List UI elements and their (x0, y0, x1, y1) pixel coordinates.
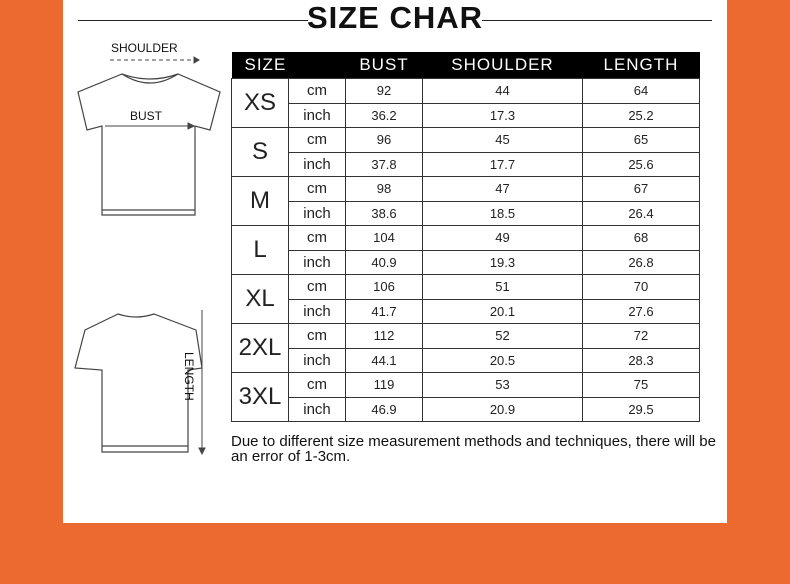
table-row: inch 41.7 20.1 27.6 (232, 298, 701, 324)
bust-label: BUST (130, 109, 163, 123)
header-length: LENGTH (582, 52, 700, 79)
unit-cell: cm (288, 372, 346, 398)
bust-cell: 112 (344, 323, 424, 349)
length-cell: 25.6 (581, 151, 701, 177)
length-cell: 75 (581, 372, 701, 398)
shoulder-cell: 44 (422, 78, 583, 104)
header-unit (288, 52, 346, 79)
shoulder-label: SHOULDER (111, 41, 178, 55)
bust-cell: 38.6 (344, 200, 424, 226)
length-cell: 25.2 (581, 102, 701, 128)
bust-cell: 46.9 (344, 396, 424, 422)
shoulder-cell: 20.9 (422, 396, 583, 422)
unit-cell: inch (288, 249, 346, 275)
bust-cell: 36.2 (344, 102, 424, 128)
unit-cell: inch (288, 298, 346, 324)
table-row: inch 44.1 20.5 28.3 (232, 347, 701, 373)
length-cell: 72 (581, 323, 701, 349)
unit-cell: inch (288, 151, 346, 177)
shoulder-cell: 20.1 (422, 298, 583, 324)
size-cell: XS (231, 78, 289, 128)
length-label: LENGTH (182, 352, 196, 401)
size-cell: 2XL (231, 323, 289, 373)
table-row: 3XL cm 119 53 75 (231, 372, 701, 422)
length-cell: 26.4 (581, 200, 701, 226)
title-divider-right (482, 20, 712, 21)
page-title: SIZE CHAR (306, 0, 484, 35)
bust-cell: 98 (344, 176, 424, 202)
shoulder-cell: 20.5 (422, 347, 583, 373)
table-row: 2XL cm 112 52 72 (231, 323, 701, 373)
size-table: SIZE BUST SHOULDER LENGTH XS cm 92 44 64 inch… (231, 52, 701, 422)
back-tshirt-icon (74, 313, 203, 453)
length-cell: 68 (581, 225, 701, 251)
shoulder-cell: 17.7 (422, 151, 583, 177)
table-row: inch 46.9 20.9 29.5 (232, 396, 701, 422)
size-cell: L (231, 225, 289, 275)
unit-cell: cm (288, 127, 346, 153)
bust-cell: 92 (344, 78, 424, 104)
bust-cell: 37.8 (344, 151, 424, 177)
table-row: inch 40.9 19.3 26.8 (232, 249, 701, 275)
unit-cell: inch (288, 200, 346, 226)
shoulder-arrow-icon (110, 56, 200, 64)
length-cell: 27.6 (581, 298, 701, 324)
shoulder-cell: 51 (422, 274, 583, 300)
shoulder-cell: 45 (422, 127, 583, 153)
header-bust: BUST (345, 52, 423, 79)
table-row: inch 36.2 17.3 25.2 (232, 102, 701, 128)
front-tshirt-icon (77, 73, 221, 216)
size-cell: 3XL (231, 372, 289, 422)
bust-cell: 119 (344, 372, 424, 398)
size-cell: M (231, 176, 289, 226)
length-cell: 26.8 (581, 249, 701, 275)
size-cell: XL (231, 274, 289, 324)
unit-cell: cm (288, 274, 346, 300)
tshirt-diagrams (74, 56, 221, 456)
shoulder-cell: 49 (422, 225, 583, 251)
shoulder-cell: 17.3 (422, 102, 583, 128)
unit-cell: inch (288, 396, 346, 422)
length-cell: 67 (581, 176, 701, 202)
shoulder-cell: 47 (422, 176, 583, 202)
length-cell: 64 (581, 78, 701, 104)
title-divider-left (78, 20, 308, 21)
length-cell: 29.5 (581, 396, 701, 422)
shoulder-cell: 53 (422, 372, 583, 398)
unit-cell: cm (288, 323, 346, 349)
unit-cell: inch (288, 347, 346, 373)
table-header: SIZE BUST SHOULDER LENGTH (231, 52, 700, 79)
bust-arrow-icon (105, 122, 196, 130)
bust-cell: 96 (344, 127, 424, 153)
table-row: XS cm 92 44 64 (231, 78, 701, 128)
table-row: inch 37.8 17.7 25.6 (232, 151, 701, 177)
shoulder-cell: 19.3 (422, 249, 583, 275)
bust-cell: 44.1 (344, 347, 424, 373)
unit-cell: inch (288, 102, 346, 128)
length-cell: 28.3 (581, 347, 701, 373)
size-cell: S (231, 127, 289, 177)
bust-cell: 106 (344, 274, 424, 300)
length-cell: 70 (581, 274, 701, 300)
bust-cell: 40.9 (344, 249, 424, 275)
shoulder-cell: 18.5 (422, 200, 583, 226)
unit-cell: cm (288, 78, 346, 104)
bust-cell: 41.7 (344, 298, 424, 324)
unit-cell: cm (288, 225, 346, 251)
length-cell: 65 (581, 127, 701, 153)
table-row: XL cm 106 51 70 (231, 274, 701, 324)
header-size: SIZE (231, 52, 289, 79)
header-shoulder: SHOULDER (422, 52, 583, 79)
shoulder-cell: 52 (422, 323, 583, 349)
length-arrow-icon (198, 310, 206, 456)
table-row: inch 38.6 18.5 26.4 (232, 200, 701, 226)
bust-cell: 104 (344, 225, 424, 251)
measurement-note: Due to different size measurement method… (231, 433, 716, 465)
unit-cell: cm (288, 176, 346, 202)
